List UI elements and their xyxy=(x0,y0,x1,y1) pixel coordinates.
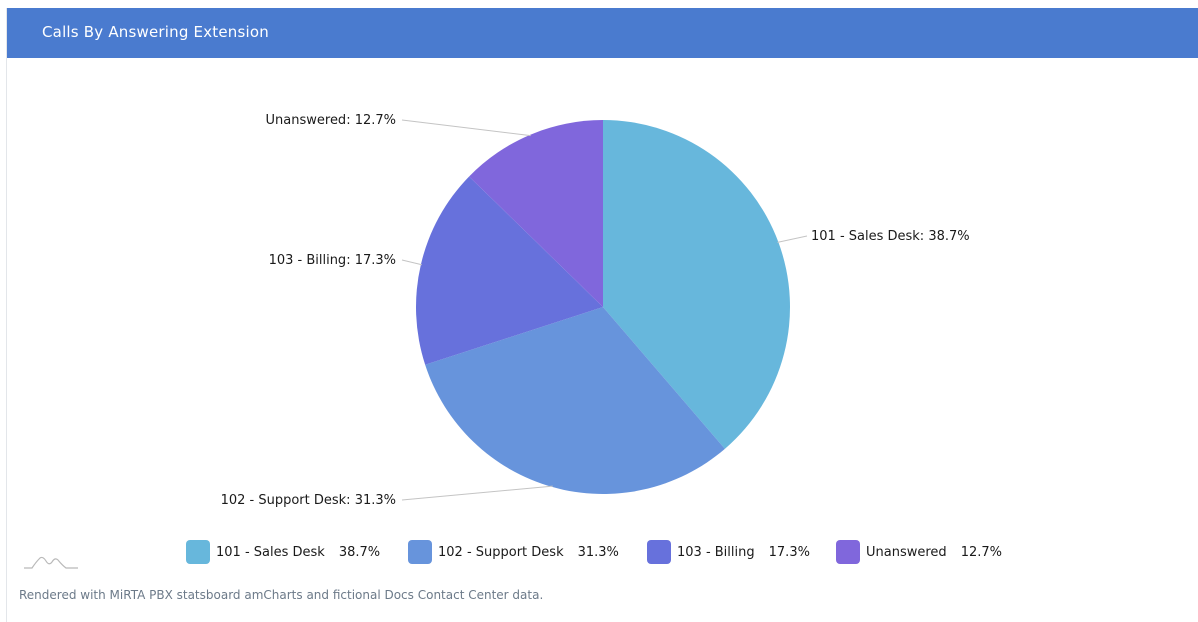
slice-label-support-desk: 102 - Support Desk: 31.3% xyxy=(221,493,396,508)
legend-item-sales-desk[interactable]: 101 - Sales Desk 38.7% xyxy=(186,540,380,564)
slice-label-sales-desk: 101 - Sales Desk: 38.7% xyxy=(811,229,970,244)
pie-slice-billing[interactable] xyxy=(415,176,603,365)
pie-slice-sales-desk[interactable] xyxy=(603,120,790,449)
panel-title: Calls By Answering Extension xyxy=(42,23,269,41)
amcharts-logo-icon[interactable] xyxy=(22,552,80,570)
legend-item-billing[interactable]: 103 - Billing 17.3% xyxy=(647,540,810,564)
legend-value: 12.7% xyxy=(960,544,1002,560)
footer-note: Rendered with MiRTA PBX statsboard amCha… xyxy=(19,588,544,602)
legend-swatch xyxy=(836,540,860,564)
legend-value: 31.3% xyxy=(577,544,619,560)
pie-slice-unanswered[interactable] xyxy=(469,120,603,307)
legend-item-unanswered[interactable]: Unanswered 12.7% xyxy=(836,540,1002,564)
legend-item-support-desk[interactable]: 102 - Support Desk 31.3% xyxy=(408,540,619,564)
slice-label-line xyxy=(401,485,553,501)
legend-label: 102 - Support Desk xyxy=(438,544,564,560)
slice-label-unanswered: Unanswered: 12.7% xyxy=(266,113,396,128)
legend-value: 38.7% xyxy=(338,544,381,560)
legend-swatch xyxy=(647,540,671,564)
legend-swatch xyxy=(186,540,210,564)
chart-panel: Calls By Answering Extension xyxy=(6,8,1198,622)
legend-label: 103 - Billing xyxy=(677,544,755,560)
slice-label-line xyxy=(401,259,422,266)
slice-label-line xyxy=(401,119,531,137)
slice-label-billing: 103 - Billing: 17.3% xyxy=(269,253,396,268)
panel-header: Calls By Answering Extension xyxy=(7,8,1198,58)
legend-label: Unanswered xyxy=(866,544,947,560)
slice-label-line xyxy=(777,235,808,243)
pie-slice-support-desk[interactable] xyxy=(425,307,725,494)
legend-label: 101 - Sales Desk xyxy=(216,544,325,560)
legend-swatch xyxy=(408,540,432,564)
legend-value: 17.3% xyxy=(768,544,810,560)
